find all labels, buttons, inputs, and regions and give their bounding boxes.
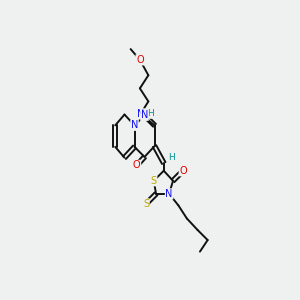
Text: N: N xyxy=(137,109,144,119)
Text: N: N xyxy=(166,189,173,199)
Text: S: S xyxy=(151,176,157,186)
Text: O: O xyxy=(136,55,144,65)
Text: O: O xyxy=(179,166,187,176)
Text: H: H xyxy=(168,153,175,162)
Text: N: N xyxy=(141,110,148,120)
Text: S: S xyxy=(143,199,149,209)
Text: N: N xyxy=(131,120,138,130)
Text: O: O xyxy=(133,160,141,170)
Text: H: H xyxy=(147,109,154,118)
